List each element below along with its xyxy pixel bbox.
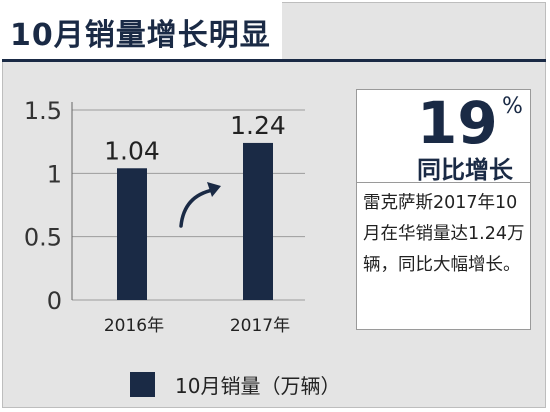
- callout-divider: [357, 182, 530, 183]
- growth-value: 19: [417, 89, 498, 157]
- title-divider: [2, 59, 546, 62]
- y-tick-label: 0: [47, 287, 62, 315]
- legend-swatch: [130, 371, 155, 397]
- growth-arrowhead-icon: [207, 182, 221, 197]
- data-label: 1.24: [230, 111, 286, 140]
- growth-arrow-icon: [179, 188, 215, 228]
- data-label: 1.04: [104, 136, 160, 165]
- legend-label: 10月销量（万辆）: [175, 373, 341, 398]
- x-tick-label: 2017年: [230, 316, 290, 336]
- bar: [243, 142, 273, 300]
- y-tick-label: 1: [47, 160, 62, 188]
- bar: [117, 168, 147, 300]
- x-tick-label: 2016年: [104, 316, 164, 336]
- title-banner: 10月销量增长明显: [2, 2, 282, 59]
- y-tick-label: 1.5: [24, 97, 62, 125]
- growth-description: 雷克萨斯2017年10月在华销量达1.24万辆，同比大幅增长。: [363, 193, 525, 275]
- legend: 10月销量（万辆）: [130, 371, 341, 398]
- chart-title: 10月销量增长明显: [10, 18, 271, 53]
- percent-sign: %: [502, 94, 523, 119]
- growth-label: 同比增长: [417, 156, 513, 184]
- growth-callout: 19 % 同比增长 雷克萨斯2017年10月在华销量达1.24万辆，同比大幅增长…: [356, 89, 531, 330]
- y-tick-label: 0.5: [24, 224, 62, 252]
